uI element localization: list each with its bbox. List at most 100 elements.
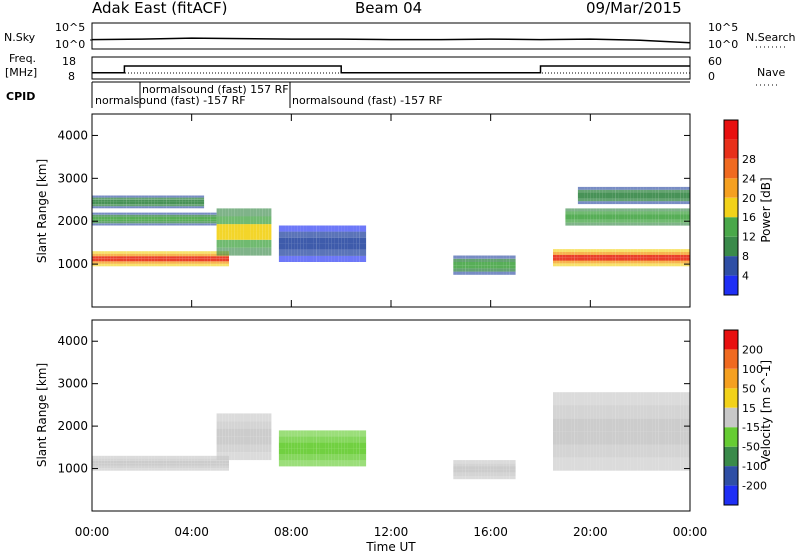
heatmap-cell [256, 239, 260, 248]
heatmap-cell [662, 222, 666, 226]
heatmap-cell [104, 214, 108, 217]
heatmap-cell [350, 243, 354, 250]
heatmap-cell [191, 460, 195, 464]
heatmap-cell [163, 212, 167, 215]
heatmap-cell [662, 219, 666, 223]
heatmap-cell [188, 206, 192, 209]
heatmap-cell [194, 258, 198, 262]
heatmap-cell [618, 219, 622, 223]
heatmap-cell [472, 460, 476, 464]
heatmap-cell [665, 260, 669, 264]
heatmap-cell [599, 257, 603, 261]
heatmap-cell [590, 254, 594, 258]
heatmap-cell [587, 263, 591, 267]
heatmap-cell [683, 263, 687, 267]
heatmap-cell [104, 204, 108, 207]
heatmap-cell [113, 258, 117, 262]
heatmap-cell [512, 463, 516, 467]
heatmap-cell [228, 216, 232, 225]
heatmap-cell [565, 214, 569, 217]
heatmap-cell [247, 239, 250, 248]
heatmap-cell [481, 268, 485, 272]
heatmap-cell [300, 442, 304, 449]
heatmap-cell [138, 258, 142, 262]
heatmap-cell [92, 204, 96, 207]
heatmap-cell [297, 255, 301, 262]
heatmap-cell [652, 405, 656, 419]
heatmap-cell [176, 465, 180, 469]
heatmap-cell [683, 216, 687, 220]
heatmap-cell [574, 418, 578, 432]
heatmap-cell [643, 222, 647, 226]
heatmap-cell [310, 460, 314, 467]
heatmap-cell [338, 454, 342, 461]
heatmap-cell [671, 254, 675, 258]
heatmap-cell [160, 223, 164, 226]
heatmap-cell [144, 206, 148, 209]
heatmap-cell [658, 214, 662, 217]
heatmap-cell [596, 418, 600, 432]
heatmap-cell [182, 197, 186, 200]
heatmap-cell [596, 257, 600, 261]
heatmap-cell [596, 211, 600, 215]
heatmap-cell [674, 214, 678, 217]
heatmap-cell [225, 421, 229, 429]
heatmap-cell [593, 198, 597, 202]
heatmap-cell [213, 261, 217, 264]
heatmap-cell [197, 455, 201, 459]
heatmap-cell [104, 199, 108, 202]
heatmap-cell [652, 418, 656, 432]
heatmap-cell [282, 454, 286, 461]
heatmap-cell [116, 214, 120, 217]
heatmap-cell [662, 189, 666, 193]
heatmap-cell [154, 212, 158, 215]
heatmap-cell [237, 436, 241, 445]
heatmap-cell [201, 258, 205, 262]
heatmap-cell [204, 212, 208, 215]
noise-series [91, 37, 691, 44]
heatmap-cell [157, 253, 161, 257]
heatmap-cell [503, 469, 507, 473]
heatmap-cell [686, 211, 690, 215]
heatmap-cell [288, 430, 292, 437]
heatmap-cell [240, 224, 244, 232]
heatmap-cell [201, 455, 205, 459]
heatmap-cell [107, 261, 111, 264]
heatmap-cell [503, 262, 507, 266]
heatmap-cell [191, 465, 195, 469]
heatmap-cell [151, 263, 155, 267]
heatmap-cell [353, 237, 357, 244]
heatmap-cell [665, 186, 669, 190]
heatmap-cell [503, 255, 507, 259]
heatmap-cell [344, 436, 348, 443]
heatmap-cell [294, 255, 298, 262]
heatmap-cell [568, 211, 572, 215]
heatmap-cell [219, 460, 223, 464]
heatmap-cell [624, 252, 628, 255]
heatmap-cell [204, 460, 208, 464]
heatmap-cell [123, 263, 127, 267]
heatmap-cell [662, 254, 666, 258]
heatmap-cell [658, 405, 662, 419]
heatmap-cell [643, 431, 647, 445]
heatmap-cell [191, 214, 195, 217]
heatmap-cell [265, 452, 269, 461]
heatmap-cell [683, 405, 687, 419]
heatmap-cell [163, 258, 167, 262]
heatmap-cell [222, 465, 226, 469]
heatmap-cell [671, 263, 675, 267]
heatmap-cell [621, 254, 625, 258]
heatmap-cell [191, 221, 195, 224]
heatmap-cell [210, 251, 214, 254]
heatmap-cell [188, 263, 192, 267]
heatmap-cell [176, 216, 180, 219]
colorbar-segment [724, 178, 738, 198]
heatmap-cell [201, 195, 205, 198]
heatmap-cell [123, 460, 127, 464]
heatmap-cell [677, 189, 681, 193]
nave-bottom-tick: 0 [708, 70, 715, 83]
heatmap-cell [637, 444, 641, 458]
heatmap-cell [166, 261, 170, 264]
heatmap-cell [593, 216, 597, 220]
